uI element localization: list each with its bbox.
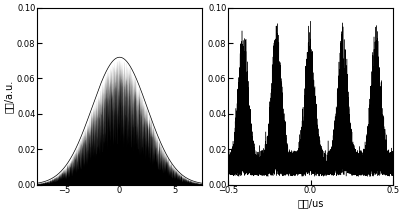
X-axis label: 时间/us: 时间/us xyxy=(297,198,324,208)
Y-axis label: 强度/a.u.: 强度/a.u. xyxy=(4,80,14,113)
